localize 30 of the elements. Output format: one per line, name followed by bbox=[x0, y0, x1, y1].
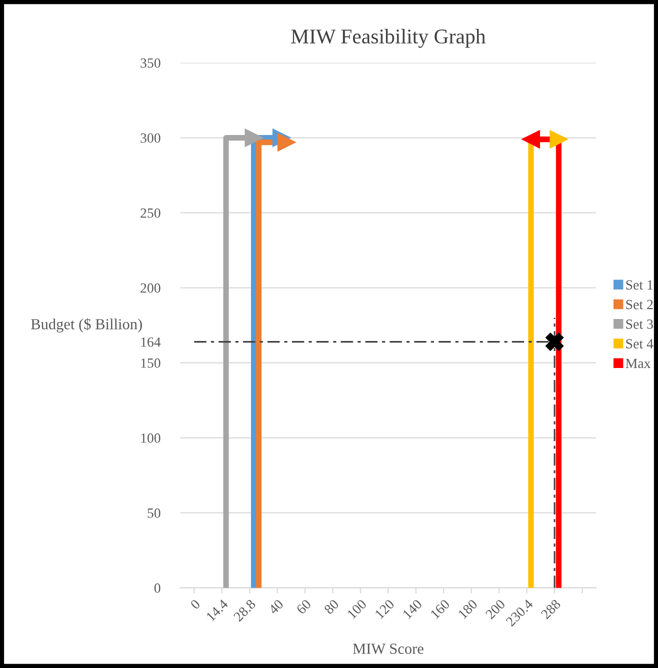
y-tick-label: 200 bbox=[140, 283, 160, 293]
x-tick-label: 40 bbox=[268, 598, 284, 615]
x-axis-title: MIW Score bbox=[352, 644, 424, 654]
y-tick-label: 350 bbox=[140, 58, 160, 68]
legend-label: Set 2 bbox=[626, 300, 653, 310]
y-tick-label: 100 bbox=[141, 433, 160, 443]
legend-label: Set 3 bbox=[626, 320, 653, 329]
y-tick-label: 0 bbox=[154, 583, 160, 593]
x-tick-label: 0 bbox=[190, 598, 201, 610]
y-tick-label: 300 bbox=[140, 133, 160, 143]
x-tick-label: 160 bbox=[430, 598, 450, 620]
x-tick-label: 288 bbox=[540, 598, 562, 620]
x-tick-label: 60 bbox=[296, 598, 312, 615]
y-tick-label: 250 bbox=[140, 208, 160, 218]
x-tick-label: 28.8 bbox=[233, 598, 256, 622]
x-tick-label: 200 bbox=[485, 598, 506, 620]
legend-label: Set 4 bbox=[626, 339, 654, 348]
x-tick-label: 80 bbox=[324, 598, 340, 615]
chart-title: MIW Feasibility Graph bbox=[291, 28, 486, 48]
y-tick-label: 150 bbox=[141, 358, 160, 368]
y-tick-label: 164 bbox=[141, 337, 161, 347]
x-tick-label: 100 bbox=[346, 598, 368, 620]
y-axis-title: Budget ($ Billion) bbox=[31, 318, 142, 332]
legend-label: Set 1 bbox=[626, 280, 653, 290]
y-tick-label: 50 bbox=[148, 508, 160, 518]
x-tick-label: 120 bbox=[374, 598, 395, 620]
x-tick-label: 14.4 bbox=[206, 598, 229, 622]
x-tick-label: 140 bbox=[402, 598, 422, 620]
x-tick-label: 180 bbox=[458, 598, 478, 620]
legend-label: Max bbox=[626, 358, 651, 368]
